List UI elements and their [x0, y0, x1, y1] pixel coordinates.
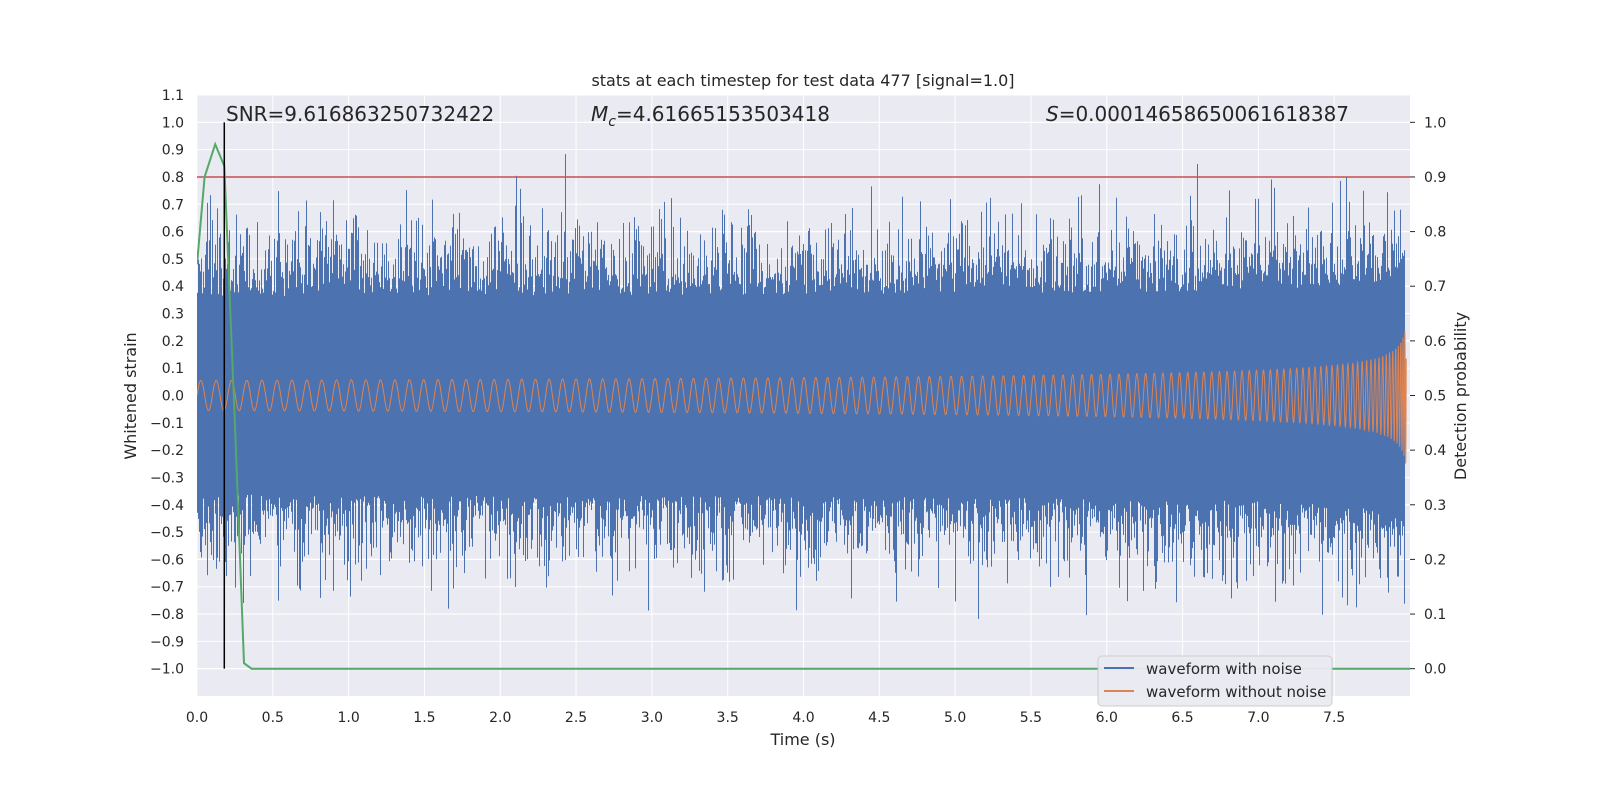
mc-annotation: Mc=4.61665153503418 [591, 102, 830, 130]
y-tick-label: 0.3 [162, 307, 184, 323]
y-tick-label: −0.2 [150, 443, 184, 459]
x-axis-label: Time (s) [769, 730, 835, 749]
legend-label-waveform-with-noise: waveform with noise [1146, 660, 1302, 678]
y2-tick-label: 0.2 [1424, 552, 1446, 568]
y2-tick-label: 0.0 [1424, 662, 1446, 678]
x-tick-label: 0.0 [186, 710, 208, 726]
s-value: =0.00014658650061618387 [1059, 102, 1349, 126]
x-tick-label: 2.5 [565, 710, 587, 726]
y-tick-label: 0.0 [162, 389, 184, 405]
x-tick-label: 3.0 [641, 710, 663, 726]
x-tick-label: 6.5 [1171, 710, 1193, 726]
x-tick-label: 2.0 [489, 710, 511, 726]
series-waveform-with-noise [197, 154, 1405, 619]
mc-symbol: M [591, 102, 608, 126]
y-tick-label: 1.0 [162, 115, 184, 131]
x-tick-label: 5.0 [944, 710, 966, 726]
x-tick-label: 1.5 [413, 710, 435, 726]
y2-tick-label: 1.0 [1424, 115, 1446, 131]
y2-axis-label: Detection probability [1451, 312, 1470, 480]
x-tick-label: 0.5 [262, 710, 284, 726]
y-tick-label: 0.6 [162, 225, 184, 241]
x-tick-label: 6.0 [1096, 710, 1118, 726]
y2-tick-label: 0.5 [1424, 389, 1446, 405]
y-tick-label: −0.3 [150, 470, 184, 486]
legend-label-waveform-without-noise: waveform without noise [1146, 683, 1326, 701]
mc-subscript: c [608, 114, 616, 130]
series-waveform-without-noise [197, 331, 1407, 464]
y-tick-label: 0.1 [162, 361, 184, 377]
y-tick-labels: 1.1 1.0 0.9 0.8 0.7 0.6 0.5 0.4 0.3 0.2 0.1 0.0 −0.1… [150, 88, 184, 678]
y-tick-label: −0.4 [150, 498, 184, 514]
x-tick-label: 1.0 [337, 710, 359, 726]
y-tick-label: 0.4 [162, 279, 184, 295]
x-tick-labels: 0.0 0.5 1.0 1.5 2.0 2.5 3.0 3.5 4.0 4.5 5.0 5.5 6.0 6… [186, 710, 1345, 726]
y2-tick-label: 0.1 [1424, 607, 1446, 623]
x-tick-label: 5.5 [1020, 710, 1042, 726]
y-tick-label: 0.5 [162, 252, 184, 268]
y-tick-label: −1.0 [150, 662, 184, 678]
y-tick-label: −0.6 [150, 552, 184, 568]
y-tick-label: −0.8 [150, 607, 184, 623]
snr-annotation: SNR=9.616863250732422 [226, 102, 494, 126]
y-tick-label: 0.7 [162, 197, 184, 213]
s-symbol: S [1046, 102, 1059, 126]
x-tick-label: 4.0 [792, 710, 814, 726]
y2-tick-label: 0.4 [1424, 443, 1446, 459]
y-axis-label: Whitened strain [121, 332, 140, 459]
y2-tick-labels: 1.0 0.9 0.8 0.7 0.6 0.5 0.4 0.3 0.2 0.1 0.0 [1410, 115, 1446, 678]
s-annotation: S=0.00014658650061618387 [1046, 102, 1349, 126]
x-tick-label: 7.5 [1323, 710, 1345, 726]
legend-box [1097, 655, 1333, 707]
y-tick-label: 0.2 [162, 334, 184, 350]
y2-tick-label: 0.3 [1424, 498, 1446, 514]
series-detection-probability [197, 141, 1410, 670]
x-tick-label: 4.5 [868, 710, 890, 726]
y2-tick-label: 0.7 [1424, 279, 1446, 295]
x-tick-label: 7.0 [1247, 710, 1269, 726]
y2-tick-label: 0.6 [1424, 334, 1446, 350]
y-tick-label: 0.9 [162, 143, 184, 159]
legend: waveform with noise waveform without noi… [1097, 655, 1333, 707]
y-tick-label: 0.8 [162, 170, 184, 186]
mc-value: =4.61665153503418 [616, 102, 830, 126]
y2-tick-label: 0.9 [1424, 170, 1446, 186]
y-tick-label: −0.5 [150, 525, 184, 541]
y-tick-label: −0.1 [150, 416, 184, 432]
chart-title: stats at each timestep for test data 477… [591, 71, 1014, 90]
y-tick-label: −0.9 [150, 634, 184, 650]
y-tick-label: −0.7 [150, 580, 184, 596]
y-tick-label: 1.1 [162, 88, 184, 104]
y2-tick-label: 0.8 [1424, 225, 1446, 241]
x-tick-label: 3.5 [717, 710, 739, 726]
